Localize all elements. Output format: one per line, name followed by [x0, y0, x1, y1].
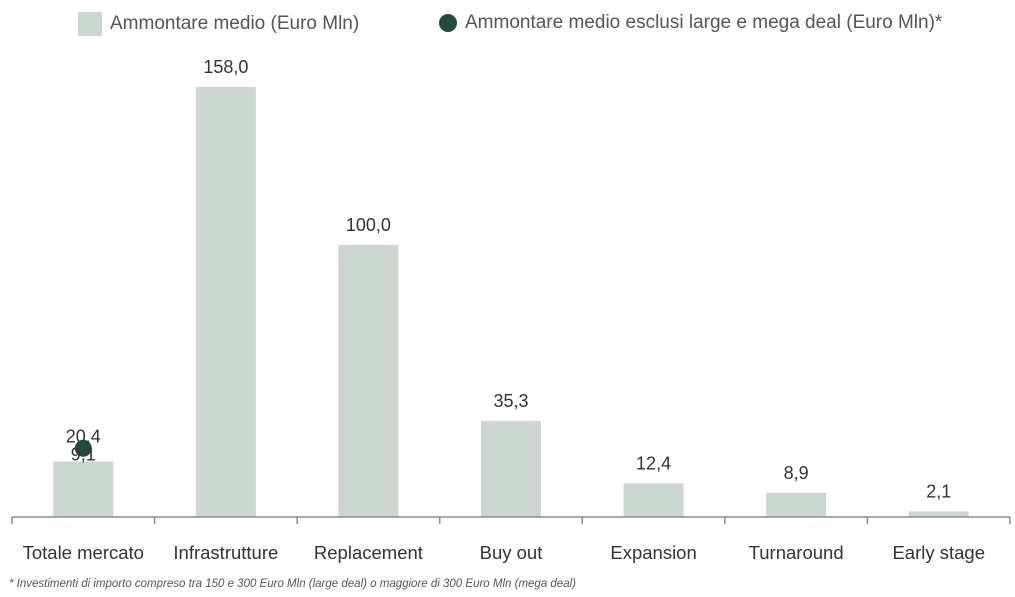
tick-label-turnaround: Turnaround — [749, 542, 844, 563]
legend-marker-dot — [439, 14, 457, 32]
bar-replacement — [338, 244, 399, 518]
bar-buy-out — [481, 420, 541, 517]
dot-value-label-totale-mercato: 9,1 — [71, 444, 96, 464]
tick-label-buy-out: Buy out — [480, 542, 543, 563]
legend-label-dot: Ammontare medio esclusi large e mega dea… — [465, 12, 943, 33]
bar-totale-mercato — [53, 461, 114, 517]
value-label-buy-out: 35,3 — [493, 391, 528, 411]
value-label-expansion: 12,4 — [636, 453, 671, 473]
tick-label-infrastrutture: Infrastrutture — [173, 542, 278, 563]
bar-turnaround — [766, 492, 827, 517]
bar-expansion — [623, 483, 684, 517]
legend-item-dot: Ammontare medio esclusi large e mega dea… — [439, 12, 942, 34]
legend-swatch-bar — [78, 12, 102, 36]
legend-label-bar: Ammontare medio (Euro Mln) — [110, 13, 360, 34]
chart-footnote: * Investimenti di importo compreso tra 1… — [9, 578, 576, 590]
value-label-infrastrutture: 158,0 — [203, 57, 248, 77]
value-label-totale-mercato: 20,4 — [66, 426, 101, 446]
tick-label-early-stage: Early stage — [892, 542, 985, 563]
value-label-replacement: 100,0 — [346, 215, 391, 235]
tick-label-expansion: Expansion — [610, 542, 696, 563]
bar-infrastrutture — [195, 87, 256, 517]
tick-label-totale-mercato: Totale mercato — [23, 542, 144, 563]
value-label-early-stage: 2,1 — [926, 481, 951, 501]
tick-label-replacement: Replacement — [314, 542, 423, 563]
dot-totale-mercato — [74, 439, 92, 457]
legend-item-bar: Ammontare medio (Euro Mln) — [78, 12, 359, 36]
chart-legend: Ammontare medio (Euro Mln) Ammontare med… — [0, 12, 1015, 40]
value-label-turnaround: 8,9 — [784, 463, 809, 483]
bar-early-stage — [908, 511, 969, 517]
